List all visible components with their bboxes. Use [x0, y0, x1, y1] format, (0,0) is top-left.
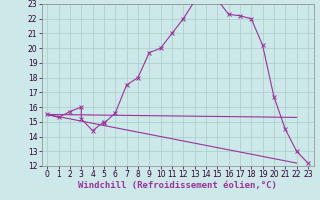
X-axis label: Windchill (Refroidissement éolien,°C): Windchill (Refroidissement éolien,°C): [78, 181, 277, 190]
